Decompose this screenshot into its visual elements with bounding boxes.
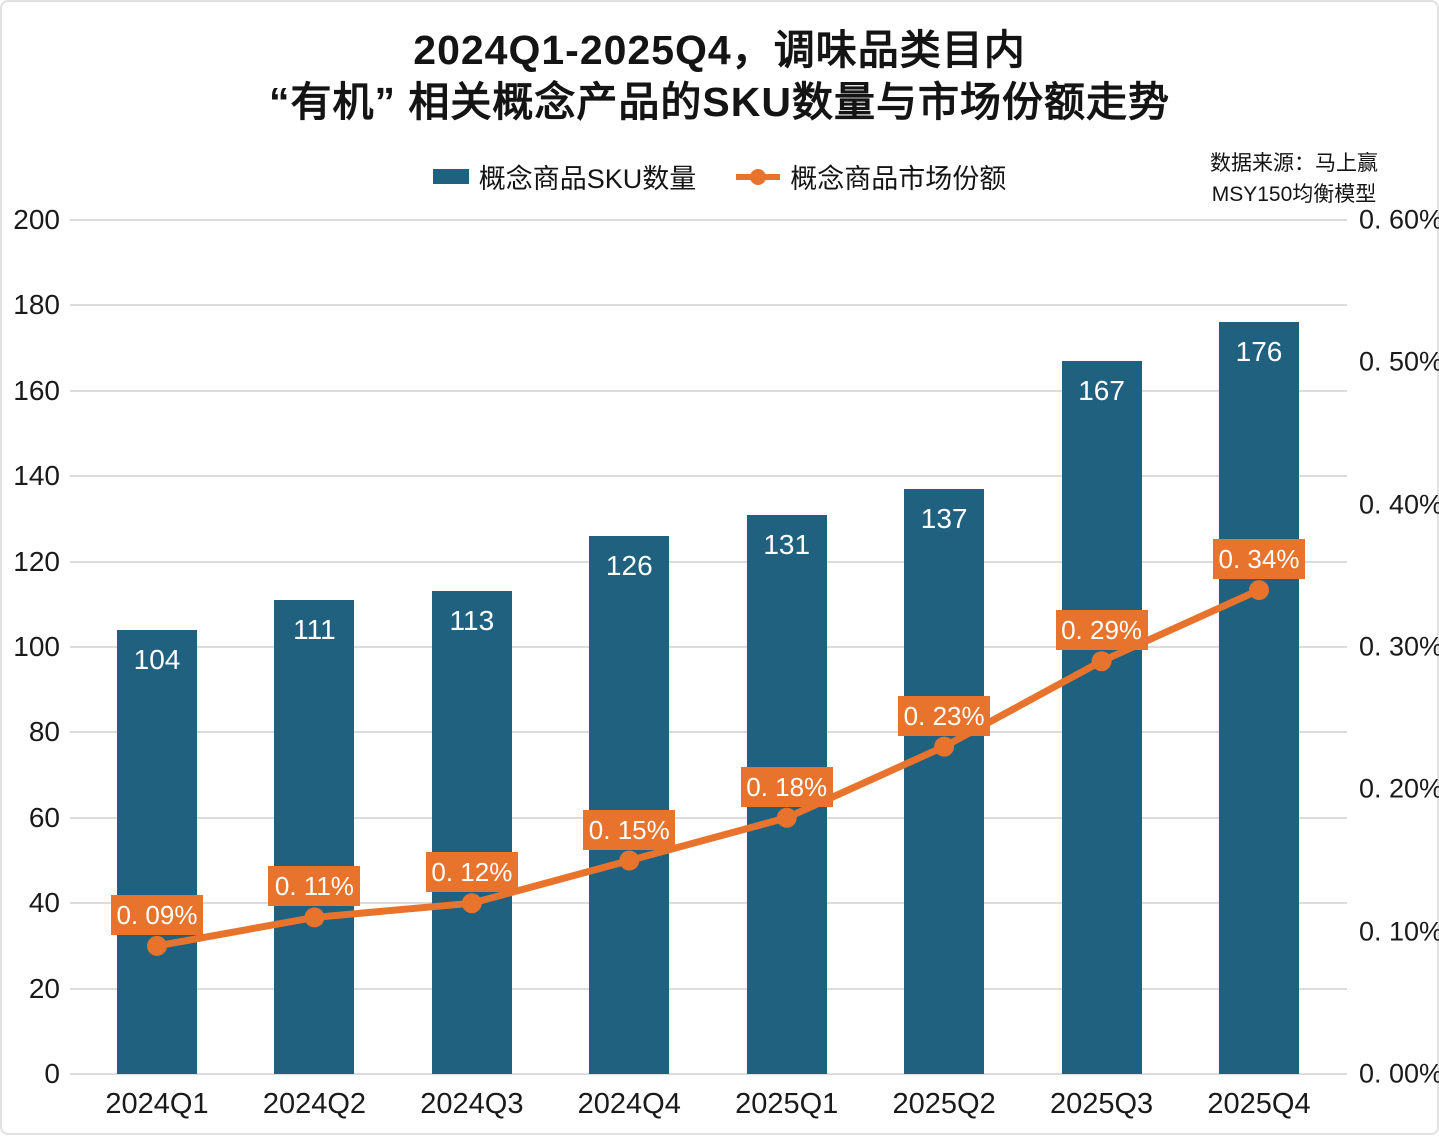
right-axis-tick-label: 0. 10% (1359, 916, 1439, 947)
right-axis-tick-label: 0. 40% (1359, 489, 1439, 520)
right-axis-tick-label: 0. 60% (1359, 204, 1439, 235)
left-axis-tick-label: 20 (28, 972, 60, 1004)
market-share-label: 0. 15% (583, 809, 676, 850)
gridline (70, 304, 1347, 307)
line-series-swatch (736, 168, 781, 185)
chart-title-line2: “有机” 相关概念产品的SKU数量与市场份额走势 (269, 79, 1170, 125)
gridline (70, 475, 1347, 478)
left-axis-tick-label: 180 (13, 289, 60, 321)
data-source-line2: MSY150均衡模型 (1211, 183, 1377, 206)
x-axis-category-label: 2025Q3 (1049, 1088, 1154, 1120)
x-axis-category-label: 2025Q2 (892, 1088, 996, 1120)
bar (904, 489, 985, 1074)
bar (117, 629, 197, 1074)
gridline (70, 646, 1347, 648)
market-share-label: 0. 34% (1213, 539, 1305, 580)
legend-item-sku: 概念商品SKU数量 (432, 157, 697, 196)
right-axis-tick-label: 0. 30% (1359, 631, 1439, 662)
market-share-label: 0. 18% (740, 766, 833, 807)
chart-title-line1: 2024Q1-2025Q4，调味品类目内 (413, 27, 1026, 73)
gridline (70, 987, 1347, 990)
market-share-label: 0. 09% (111, 894, 203, 935)
gridline (70, 816, 1347, 819)
right-axis-tick-label: 0. 50% (1359, 346, 1439, 377)
gridline (70, 560, 1347, 563)
legend-label-sku: 概念商品SKU数量 (478, 164, 697, 194)
market-share-label: 0. 12% (425, 852, 518, 893)
data-source-line1: 数据来源：马上赢 (1210, 152, 1378, 175)
bar (274, 600, 355, 1074)
left-axis-tick-label: 40 (28, 887, 60, 919)
x-axis-category-label: 2025Q1 (735, 1088, 839, 1120)
line-series-swatch-line (736, 173, 781, 180)
bar (589, 535, 670, 1074)
right-axis-tick-label: 0. 20% (1359, 773, 1439, 804)
left-axis-tick-label: 80 (28, 716, 60, 748)
left-axis-tick-label: 100 (13, 631, 60, 662)
bar-series-swatch (432, 169, 469, 184)
line-series-swatch-dot (750, 168, 767, 185)
x-axis-category-label: 2025Q4 (1207, 1088, 1311, 1120)
bar (1219, 322, 1299, 1074)
x-axis-category-label: 2024Q3 (420, 1088, 524, 1120)
market-share-label: 0. 23% (898, 695, 991, 736)
gridline (70, 389, 1347, 392)
bar (1061, 360, 1142, 1074)
market-share-label: 0. 29% (1055, 610, 1148, 651)
chart-title: 2024Q1-2025Q4，调味品类目内 “有机” 相关概念产品的SKU数量与市… (2, 24, 1437, 128)
left-axis-tick-label: 200 (13, 204, 60, 235)
left-axis-tick-label: 160 (13, 374, 60, 406)
x-axis-category-label: 2024Q2 (262, 1088, 367, 1120)
x-axis-category-label: 2024Q1 (105, 1088, 209, 1120)
bar (431, 591, 512, 1074)
left-axis-tick-label: 0 (44, 1058, 60, 1089)
gridline (70, 219, 1347, 221)
legend-label-share: 概念商品市场份额 (790, 164, 1007, 194)
gridline (70, 731, 1347, 734)
gridline (70, 1073, 1347, 1075)
left-axis-tick-label: 140 (13, 460, 60, 492)
x-axis-category-label: 2024Q4 (577, 1088, 681, 1120)
right-axis-tick-label: 0. 00% (1359, 1058, 1439, 1089)
left-axis-tick-label: 60 (28, 801, 60, 833)
market-share-label: 0. 11% (268, 866, 361, 907)
gridline (70, 902, 1347, 905)
data-source-note: 数据来源：马上赢 MSY150均衡模型 (1169, 148, 1419, 210)
legend-item-share: 概念商品市场份额 (736, 157, 1006, 196)
left-axis-tick-label: 120 (13, 545, 60, 577)
